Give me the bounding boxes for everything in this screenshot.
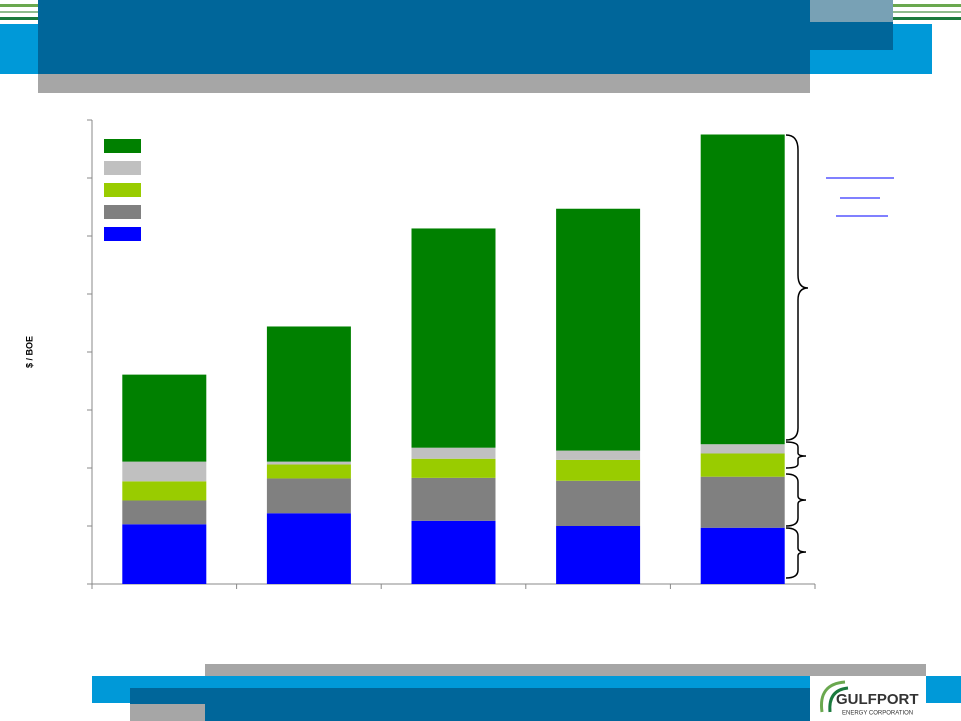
legend-swatch [104,139,141,153]
bar-segment [700,444,785,454]
legend-swatch [104,161,141,175]
bar-segment [556,208,641,451]
y-axis-label: $ / BOE [24,336,34,368]
bar-segment [122,500,207,525]
legend-swatch [104,205,141,219]
header [0,0,961,93]
bar-segment [700,476,785,528]
bar-segment [122,524,207,584]
bar-segment [266,464,351,479]
bar-segment [411,228,496,448]
bar-segment [556,480,641,526]
bar-segment [556,459,641,481]
bar-segment [266,478,351,514]
bar-segment [556,526,641,584]
bar-segment [266,513,351,584]
legend-swatch [104,183,141,197]
bar-segment [411,477,496,521]
bar-segment [411,458,496,478]
bar-segment [556,450,641,460]
legend-swatch [104,227,141,241]
bar-segment [411,520,496,584]
bar-segment [122,374,207,462]
logo-subtitle: ENERGY CORPORATION [842,711,913,717]
bar-segment [266,461,351,465]
bar-segment [122,461,207,482]
bar-segment [700,453,785,477]
bar-segment [700,134,785,445]
bar-segment [122,481,207,501]
link-lines [826,177,894,217]
bar-segment [411,447,496,459]
bar-segment [700,527,785,584]
logo-name: GULFPORT [836,691,919,708]
footer: GULFPORT ENERGY CORPORATION [92,664,961,721]
braces [785,134,809,579]
bar-segment [266,326,351,462]
